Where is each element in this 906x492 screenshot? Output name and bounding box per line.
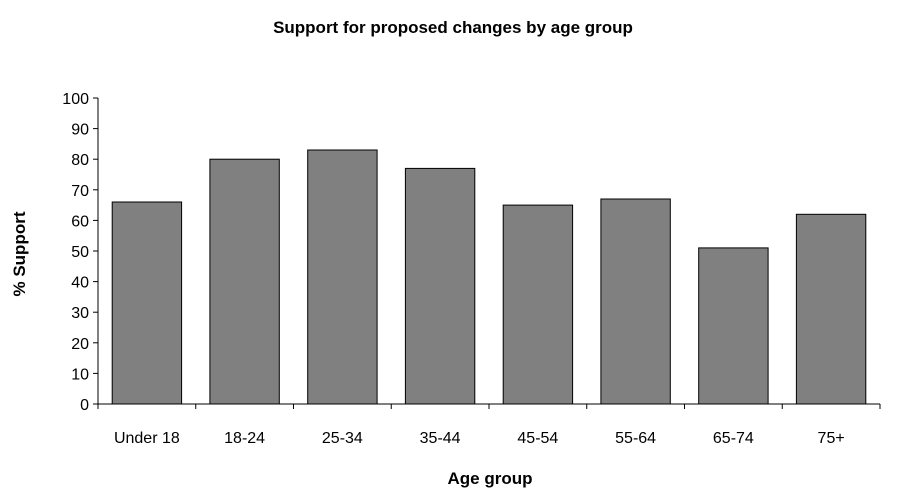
y-tick-label: 100 [62,91,89,108]
bar-18-24 [209,158,280,405]
x-tick-label: 65-74 [713,430,754,447]
x-axis: Under 18 18-24 25-34 35-44 45-54 55-64 65-74 75… [97,403,881,447]
bar-45-54 [502,204,574,405]
y-tick-label: 30 [71,305,89,322]
y-tick-label: 0 [80,397,89,414]
y-tick-label: 50 [71,244,89,261]
bar-25-34 [307,149,378,405]
bar-55-64 [600,198,671,405]
y-axis: 0 10 20 30 40 50 60 70 80 90 100 [62,91,99,414]
chart-title: Support for proposed changes by age grou… [273,18,633,37]
y-tick-label: 60 [71,213,89,230]
x-tick-label: 35-44 [420,430,461,447]
x-tick-label: 55-64 [615,430,656,447]
bar-65-74 [698,247,769,405]
x-tick-label: Under 18 [114,430,180,447]
x-tick-label: 18-24 [224,430,265,447]
bar-35-44 [404,167,476,405]
y-tick-label: 90 [71,122,89,139]
y-tick-label: 20 [71,336,89,353]
y-tick-label: 10 [71,366,89,383]
y-tick-label: 40 [71,275,89,292]
y-axis-title: % Support [10,211,29,296]
bar-75- [795,213,867,405]
x-tick-label: 25-34 [322,430,363,447]
x-tick-label: 75+ [818,430,845,447]
y-tick-label: 80 [71,152,89,169]
bar-under-18 [111,201,183,405]
y-tick-label: 70 [71,183,89,200]
x-tick-label: 45-54 [517,430,558,447]
bars-group [111,149,867,405]
x-axis-title: Age group [448,469,533,488]
